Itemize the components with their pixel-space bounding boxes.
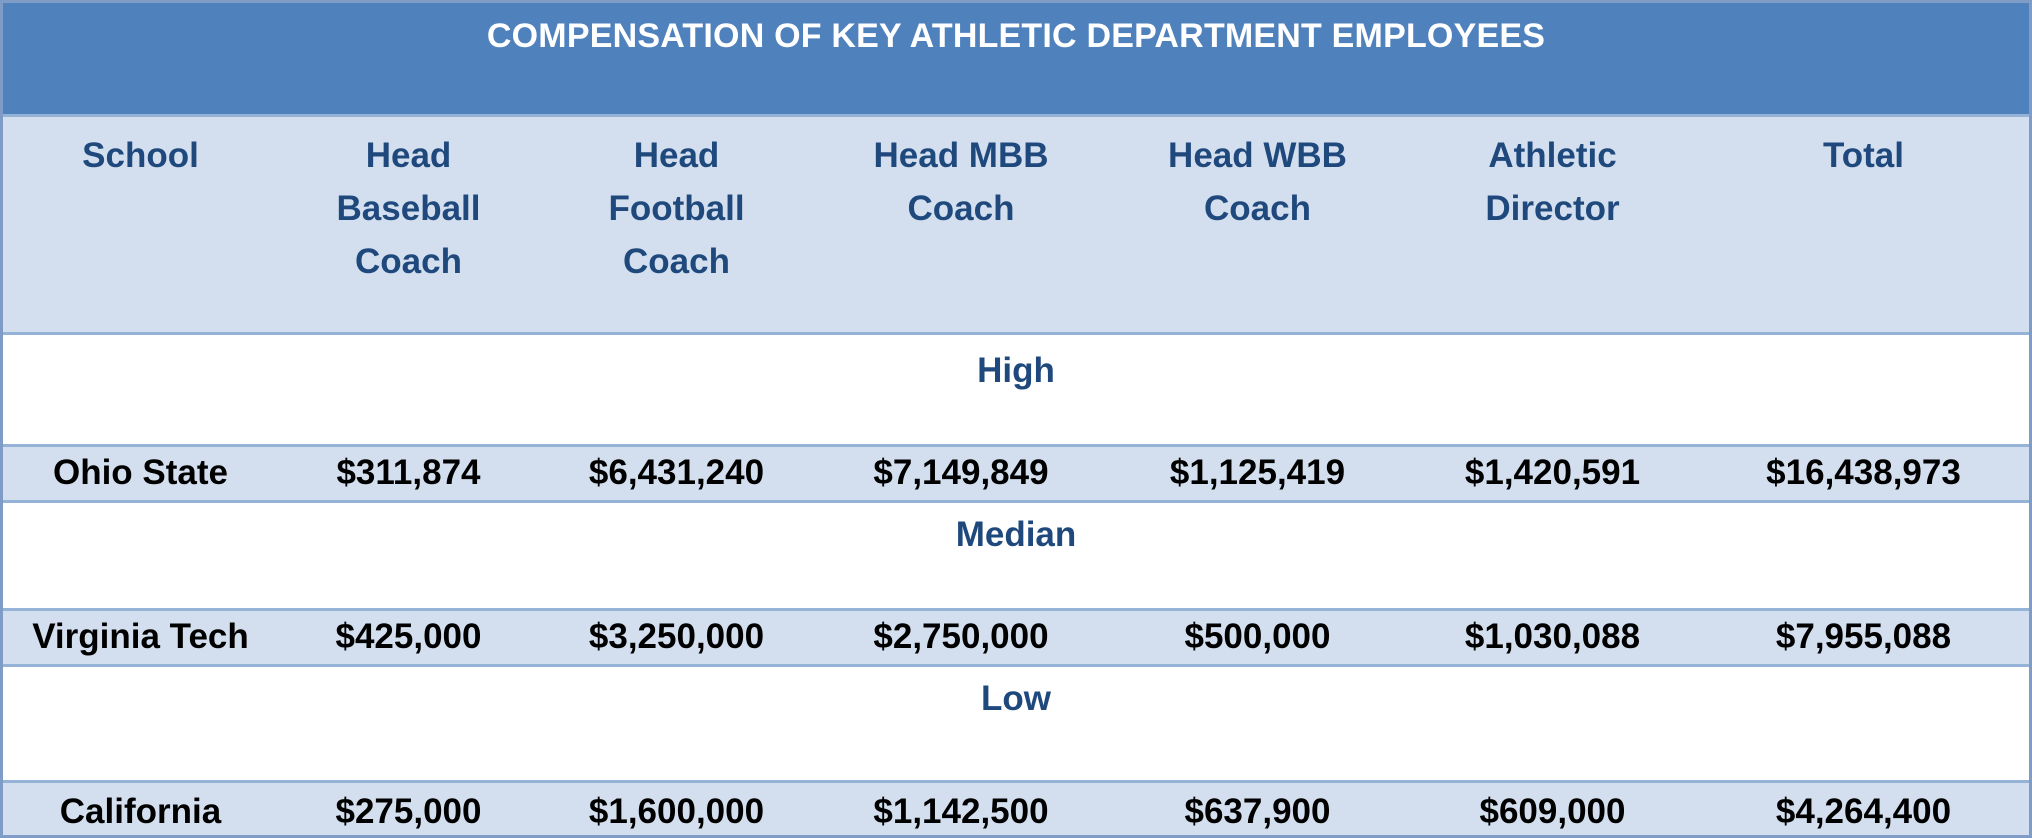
cell-total: $16,438,973	[1698, 445, 2029, 503]
cell-head-wbb-coach: $637,900	[1108, 781, 1407, 835]
table-row: Virginia Tech $425,000 $3,250,000 $2,750…	[3, 609, 2029, 667]
cell-head-football-coach: $3,250,000	[539, 609, 814, 667]
cell-athletic-director: $609,000	[1407, 781, 1698, 835]
section-label-low: Low	[3, 665, 2029, 783]
title-row: COMPENSATION OF KEY ATHLETIC DEPARTMENT …	[3, 3, 2029, 117]
section-row-median: Median	[3, 501, 2029, 611]
cell-head-wbb-coach: $500,000	[1108, 609, 1407, 667]
cell-total: $7,955,088	[1698, 609, 2029, 667]
cell-athletic-director: $1,030,088	[1407, 609, 1698, 667]
table-row: California $275,000 $1,600,000 $1,142,50…	[3, 781, 2029, 835]
column-header-head-mbb-coach: Head MBB Coach	[814, 115, 1108, 335]
compensation-table: COMPENSATION OF KEY ATHLETIC DEPARTMENT …	[3, 3, 2029, 835]
column-header-head-football-coach: Head Football Coach	[539, 115, 814, 335]
cell-head-baseball-coach: $311,874	[278, 445, 539, 503]
column-header-athletic-director: Athletic Director	[1407, 115, 1698, 335]
cell-head-baseball-coach: $425,000	[278, 609, 539, 667]
cell-head-mbb-coach: $1,142,500	[814, 781, 1108, 835]
table-title: COMPENSATION OF KEY ATHLETIC DEPARTMENT …	[3, 3, 2029, 117]
column-header-school: School	[3, 115, 278, 335]
cell-school: Ohio State	[3, 445, 278, 503]
cell-head-mbb-coach: $2,750,000	[814, 609, 1108, 667]
cell-athletic-director: $1,420,591	[1407, 445, 1698, 503]
table-row: Ohio State $311,874 $6,431,240 $7,149,84…	[3, 445, 2029, 503]
column-header-total: Total	[1698, 115, 2029, 335]
cell-head-football-coach: $1,600,000	[539, 781, 814, 835]
cell-head-baseball-coach: $275,000	[278, 781, 539, 835]
cell-total: $4,264,400	[1698, 781, 2029, 835]
cell-head-wbb-coach: $1,125,419	[1108, 445, 1407, 503]
section-label-high: High	[3, 333, 2029, 447]
cell-head-football-coach: $6,431,240	[539, 445, 814, 503]
column-header-head-wbb-coach: Head WBB Coach	[1108, 115, 1407, 335]
cell-school: California	[3, 781, 278, 835]
column-header-row: School Head Baseball Coach Head Football…	[3, 115, 2029, 335]
section-row-low: Low	[3, 665, 2029, 783]
cell-school: Virginia Tech	[3, 609, 278, 667]
section-row-high: High	[3, 333, 2029, 447]
section-label-median: Median	[3, 501, 2029, 611]
cell-head-mbb-coach: $7,149,849	[814, 445, 1108, 503]
column-header-head-baseball-coach: Head Baseball Coach	[278, 115, 539, 335]
